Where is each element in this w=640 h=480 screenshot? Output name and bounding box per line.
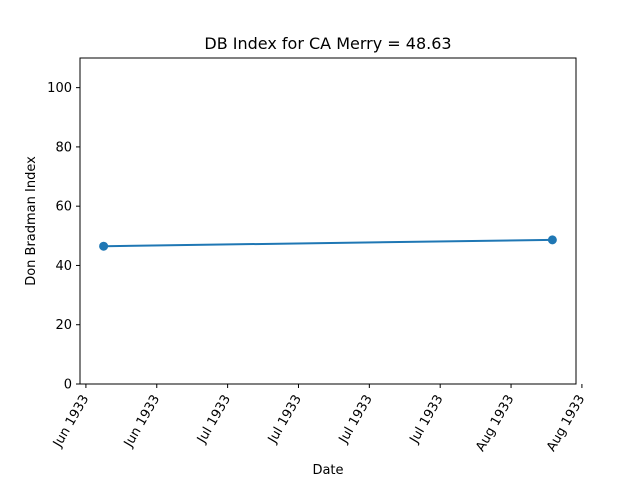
- y-tick-label: 60: [55, 200, 72, 215]
- y-tick-label: 20: [55, 318, 72, 333]
- y-tick-label: 0: [64, 378, 72, 393]
- y-tick-label: 40: [55, 259, 72, 274]
- y-tick-label: 100: [47, 81, 72, 96]
- x-axis-title: Date: [312, 463, 343, 478]
- plot-area: [79, 57, 577, 385]
- series-layer: [99, 235, 557, 251]
- data-point: [99, 241, 109, 251]
- data-point: [547, 235, 557, 245]
- series-line: [103, 238, 553, 248]
- y-axis-title: Don Bradman Index: [24, 156, 39, 286]
- y-axis: 0 20 40 60 80 100: [47, 81, 80, 393]
- chart-title: DB Index for CA Merry = 48.63: [204, 34, 451, 53]
- y-tick-label: 80: [55, 140, 72, 155]
